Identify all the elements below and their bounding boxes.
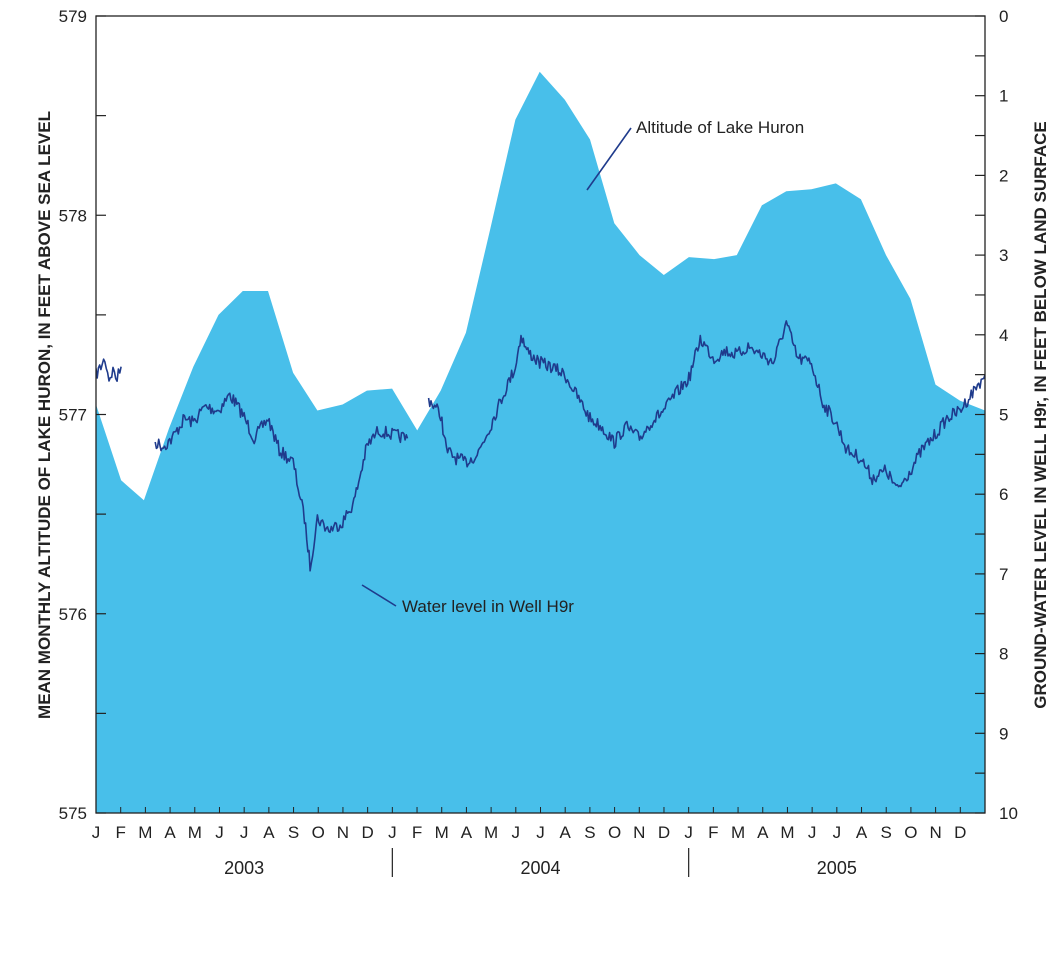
left-tick-label: 579 xyxy=(59,7,87,26)
x-axis: J F M A M J J A S O N D J F M A M J J A S O N D J F M A M J J A S O N D2003… xyxy=(92,807,986,878)
annotations: Altitude of Lake Huron Water level in We… xyxy=(361,118,804,616)
month-label: S xyxy=(881,823,892,842)
month-label: M xyxy=(484,823,498,842)
left-axis-title: MEAN MONTHLY ALTITUDE OF LAKE HURON, IN … xyxy=(35,111,54,719)
month-label: O xyxy=(608,823,621,842)
well-level-line-segment xyxy=(154,392,409,572)
well-leader-line xyxy=(361,584,397,607)
month-label: M xyxy=(188,823,202,842)
well-annotation: Water level in Well H9r xyxy=(402,597,574,616)
month-label: O xyxy=(904,823,917,842)
month-label: A xyxy=(164,823,176,842)
month-label: F xyxy=(412,823,422,842)
month-label: J xyxy=(684,823,693,842)
month-label: N xyxy=(633,823,645,842)
right-tick-label: 7 xyxy=(999,565,1008,584)
month-label: J xyxy=(92,823,101,842)
left-tick-label: 577 xyxy=(59,406,87,425)
right-axis: 0 1 2 3 4 5 6 7 8 9 10 xyxy=(975,7,1018,823)
left-tick-label: 578 xyxy=(59,206,87,225)
month-label: J xyxy=(512,823,521,842)
year-label: 2004 xyxy=(520,858,560,878)
right-axis-title: GROUND-WATER LEVEL IN WELL H9r, IN FEET … xyxy=(1031,121,1050,708)
month-label: M xyxy=(731,823,745,842)
month-label: A xyxy=(856,823,868,842)
month-label: A xyxy=(560,823,572,842)
right-tick-label: 10 xyxy=(999,804,1018,823)
month-label: F xyxy=(115,823,125,842)
right-tick-label: 1 xyxy=(999,87,1008,106)
year-label: 2005 xyxy=(817,858,857,878)
well-level-line-layer xyxy=(96,320,985,572)
month-label: S xyxy=(288,823,299,842)
month-label: J xyxy=(388,823,397,842)
lake-huron-annotation: Altitude of Lake Huron xyxy=(636,118,804,137)
month-label: S xyxy=(584,823,595,842)
lake-huron-leader-line xyxy=(586,127,632,191)
month-label: A xyxy=(757,823,769,842)
right-tick-label: 8 xyxy=(999,645,1008,664)
right-tick-label: 0 xyxy=(999,7,1008,26)
left-tick-label: 575 xyxy=(59,804,87,823)
month-label: D xyxy=(658,823,670,842)
month-label: J xyxy=(215,823,224,842)
left-axis: 575 576 577 578 579 xyxy=(59,7,106,823)
right-tick-label: 3 xyxy=(999,246,1008,265)
month-label: M xyxy=(435,823,449,842)
month-label: A xyxy=(461,823,473,842)
month-label: D xyxy=(361,823,373,842)
well-level-line-segment xyxy=(427,320,985,488)
month-label: N xyxy=(337,823,349,842)
month-label: F xyxy=(708,823,718,842)
right-tick-label: 9 xyxy=(999,724,1008,743)
month-label: J xyxy=(808,823,817,842)
month-label: O xyxy=(312,823,325,842)
month-label: J xyxy=(240,823,249,842)
month-label: D xyxy=(954,823,966,842)
month-label: A xyxy=(263,823,275,842)
month-label: M xyxy=(780,823,794,842)
month-label: J xyxy=(536,823,545,842)
month-label: J xyxy=(833,823,842,842)
right-tick-label: 2 xyxy=(999,166,1008,185)
month-label: N xyxy=(929,823,941,842)
right-tick-label: 6 xyxy=(999,485,1008,504)
right-tick-label: 5 xyxy=(999,406,1008,425)
lake-huron-area-layer xyxy=(96,71,985,813)
right-tick-label: 4 xyxy=(999,326,1008,345)
well-level-line-segment xyxy=(96,358,122,382)
lake-huron-area xyxy=(96,71,985,813)
year-label: 2003 xyxy=(224,858,264,878)
month-label: M xyxy=(138,823,152,842)
left-tick-label: 576 xyxy=(59,605,87,624)
